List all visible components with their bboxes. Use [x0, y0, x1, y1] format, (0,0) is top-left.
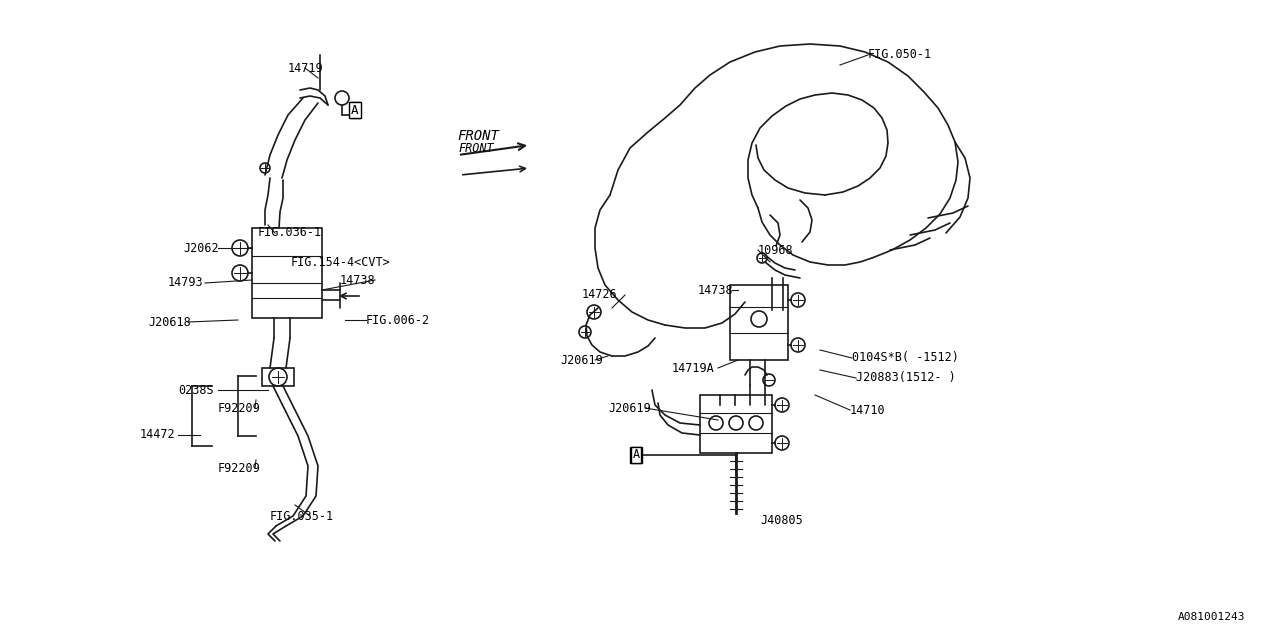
Text: J20618: J20618 [148, 316, 191, 328]
Text: FRONT: FRONT [457, 129, 499, 143]
Text: J2062: J2062 [183, 241, 219, 255]
Text: 14719: 14719 [287, 61, 323, 74]
Text: 14710: 14710 [850, 403, 886, 417]
Text: A081001243: A081001243 [1178, 612, 1245, 622]
Text: FIG.154-4<CVT>: FIG.154-4<CVT> [291, 255, 390, 269]
Text: F92209: F92209 [218, 461, 261, 474]
Text: A: A [351, 104, 358, 116]
Text: FIG.036-1: FIG.036-1 [259, 227, 323, 239]
Text: 0104S*B( -1512): 0104S*B( -1512) [852, 351, 959, 365]
Text: 14738: 14738 [340, 273, 375, 287]
Text: J20883(1512- ): J20883(1512- ) [856, 371, 956, 385]
Text: J20619: J20619 [561, 353, 603, 367]
Text: FIG.006-2: FIG.006-2 [366, 314, 430, 326]
Text: A: A [632, 449, 640, 461]
Text: J40805: J40805 [760, 513, 803, 527]
Text: 14726: 14726 [582, 289, 618, 301]
Text: J20619: J20619 [608, 401, 650, 415]
Text: F92209: F92209 [218, 401, 261, 415]
Text: 0238S: 0238S [178, 383, 214, 397]
Text: FIG.050-1: FIG.050-1 [868, 49, 932, 61]
Text: FRONT: FRONT [458, 141, 494, 154]
Text: 14719A: 14719A [672, 362, 714, 374]
Text: 14472: 14472 [140, 429, 175, 442]
Bar [730, 285, 788, 360]
Bar [262, 368, 294, 386]
Text: A: A [632, 449, 640, 461]
Text: 14793: 14793 [168, 276, 204, 289]
Text: 14738: 14738 [698, 284, 733, 296]
Text: A: A [352, 104, 358, 116]
Bar [700, 395, 772, 453]
Text: 10968: 10968 [758, 243, 794, 257]
Bar [252, 228, 323, 318]
Text: FIG.035-1: FIG.035-1 [270, 509, 334, 522]
